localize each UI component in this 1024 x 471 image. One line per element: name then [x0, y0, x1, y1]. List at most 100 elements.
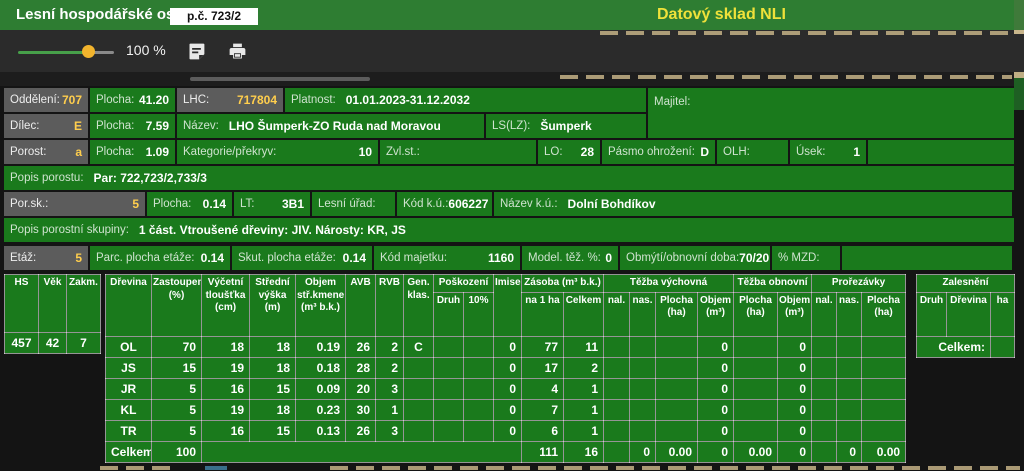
field-plocha-oddeleni: Plocha: 41.20	[90, 88, 175, 112]
cell: 1	[563, 377, 604, 400]
cell	[836, 335, 863, 358]
parcel-number-field[interactable]: p.č. 723/2	[170, 8, 258, 25]
cell: JR	[105, 377, 152, 400]
cell: 70	[151, 335, 202, 358]
cell	[603, 356, 630, 379]
cell: 16	[563, 440, 604, 463]
col-header: Objem stř.kmene (m³ b.k.)	[295, 274, 346, 337]
field-plocha-porsk: Plocha: 0.14	[147, 192, 232, 216]
field-label: Skut. plocha etáže:	[238, 252, 336, 264]
species-row: OL 70 18 18 0.19 26 2 C 0 77 11 0 0	[105, 335, 907, 358]
cell: 457	[4, 332, 39, 354]
cell: 26	[345, 335, 376, 358]
map-water-line	[205, 466, 227, 470]
cell: 19	[201, 356, 250, 379]
field-label: Lesní úřad:	[318, 198, 376, 210]
col-header: Druh	[916, 291, 947, 337]
cell: 42	[38, 332, 67, 354]
col-header: Objem (m³)	[777, 291, 813, 337]
field-value: 01.01.2023-31.12.2032	[345, 93, 470, 107]
field-label: Kód k.ú.:	[403, 198, 449, 210]
field-value: 0	[605, 251, 612, 265]
field-popis-skupiny: Popis porostní skupiny: 1 část. Vtroušen…	[4, 218, 1014, 242]
cell: 0.19	[295, 335, 346, 358]
notes-icon[interactable]	[186, 41, 207, 62]
cell	[433, 335, 464, 358]
col-header: Celkem	[563, 291, 604, 337]
cell: Celkem:	[916, 335, 991, 358]
field-label: Pásmo ohrožení:	[608, 146, 695, 158]
field-label: OLH:	[723, 146, 750, 158]
empty-field	[868, 140, 1014, 164]
cell	[629, 356, 656, 379]
species-row: JR 5 16 15 0.09 20 3 0 4 1 0 0	[105, 377, 907, 400]
cell	[655, 356, 698, 379]
field-value: 1.09	[145, 145, 169, 159]
cell: 0.13	[295, 419, 346, 442]
cell	[861, 398, 907, 421]
field-label: LS(LZ):	[492, 120, 531, 132]
field-value: Dolní Bohdíkov	[567, 197, 656, 211]
field-label: % MZD:	[778, 252, 820, 264]
col-header: Střední výška (m)	[249, 274, 296, 337]
field-kod-ku: Kód k.ú.: 606227	[397, 192, 492, 216]
col-header: Výčetní tloušťka (cm)	[201, 274, 250, 337]
cell: 3	[375, 377, 404, 400]
printer-icon[interactable]	[227, 41, 248, 62]
cell: 0	[777, 356, 813, 379]
col-header: ha	[989, 291, 1016, 337]
cell: TR	[105, 419, 152, 442]
slider-knob[interactable]	[82, 45, 95, 58]
field-etaz: Etáž: 5	[4, 246, 88, 270]
cell: 0.18	[295, 356, 346, 379]
col-header: RVB	[375, 274, 404, 337]
cell: 20	[345, 377, 376, 400]
field-label: Majitel:	[654, 96, 691, 108]
field-platnost: Platnost: 01.01.2023-31.12.2032	[285, 88, 646, 112]
cell	[655, 377, 698, 400]
field-label: Název k.ú.:	[500, 198, 558, 210]
col-header: nal.	[603, 291, 630, 337]
cell: JS	[105, 356, 152, 379]
cell: 0	[696, 419, 735, 442]
cell	[861, 419, 907, 442]
cell	[603, 419, 630, 442]
cell	[861, 377, 907, 400]
cell	[629, 398, 656, 421]
cell	[201, 440, 522, 463]
zoom-slider[interactable]	[18, 45, 114, 58]
cell: 100	[151, 440, 202, 463]
field-label: Zvl.st.:	[386, 146, 420, 158]
field-value: Šumperk	[540, 119, 592, 133]
cell	[733, 398, 779, 421]
cell: 18	[249, 356, 296, 379]
horizontal-scrollbar-thumb[interactable]	[190, 77, 370, 81]
cell	[836, 356, 863, 379]
cell: 16	[201, 419, 250, 442]
cell	[861, 335, 907, 358]
field-value: 10	[358, 145, 372, 159]
cell: 5	[151, 377, 202, 400]
cell	[463, 398, 494, 421]
cell: 1	[563, 398, 604, 421]
field-value: 606227	[448, 197, 489, 211]
field-oddeleni: Oddělení: 707	[4, 88, 88, 112]
cell: 111	[521, 440, 564, 463]
field-mzd: % MZD:	[772, 246, 840, 270]
cell: 0.00	[655, 440, 698, 463]
col-header: Objem (m³)	[696, 291, 735, 337]
cell: 0	[777, 335, 813, 358]
field-usek: Úsek: 1	[790, 140, 866, 164]
cell	[861, 356, 907, 379]
field-zvlst: Zvl.st.:	[380, 140, 536, 164]
field-label: Plocha:	[96, 146, 135, 158]
cell	[836, 377, 863, 400]
empty-field	[842, 246, 1012, 270]
field-nazev: Název: LHO Šumperk-ZO Ruda nad Moravou	[177, 114, 484, 138]
field-kod-majetku: Kód majetku: 1160	[374, 246, 520, 270]
cell: 0	[777, 377, 813, 400]
cell: 0.23	[295, 398, 346, 421]
cell	[655, 335, 698, 358]
field-value: 3B1	[281, 197, 304, 211]
cell: 7	[521, 398, 564, 421]
